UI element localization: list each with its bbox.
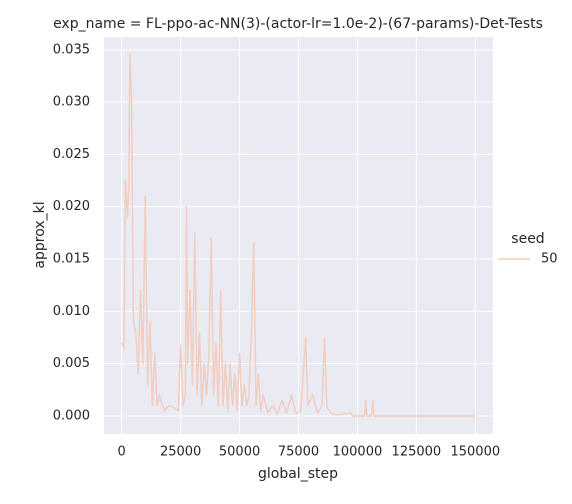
x-tick-label: 150000 — [450, 445, 500, 460]
y-tick-label: 0.005 — [53, 356, 90, 371]
y-tick-label: 0.030 — [53, 95, 90, 110]
y-tick-label: 0.015 — [53, 252, 90, 267]
legend-label: 50 — [541, 252, 558, 267]
y-tick-label: 0.035 — [53, 42, 90, 57]
x-tick-label: 75000 — [278, 445, 319, 460]
y-tick-label: 0.020 — [53, 199, 90, 214]
x-axis-label: global_step — [258, 466, 338, 482]
chart-title: exp_name = FL-ppo-ac-NN(3)-(actor-lr=1.0… — [53, 16, 543, 32]
y-tick-label: 0.010 — [53, 304, 90, 319]
x-tick-label: 50000 — [219, 445, 260, 460]
x-tick-label: 125000 — [392, 445, 442, 460]
data-line — [120, 54, 476, 417]
y-axis-label: approx_kl — [32, 201, 48, 268]
x-tick-label: 0 — [118, 445, 126, 460]
x-tick-label: 100000 — [333, 445, 383, 460]
x-tick-label: 25000 — [160, 445, 201, 460]
y-tick-label: 0.000 — [53, 408, 90, 423]
legend-title: seed — [511, 231, 544, 247]
y-tick-label: 0.025 — [53, 147, 90, 162]
